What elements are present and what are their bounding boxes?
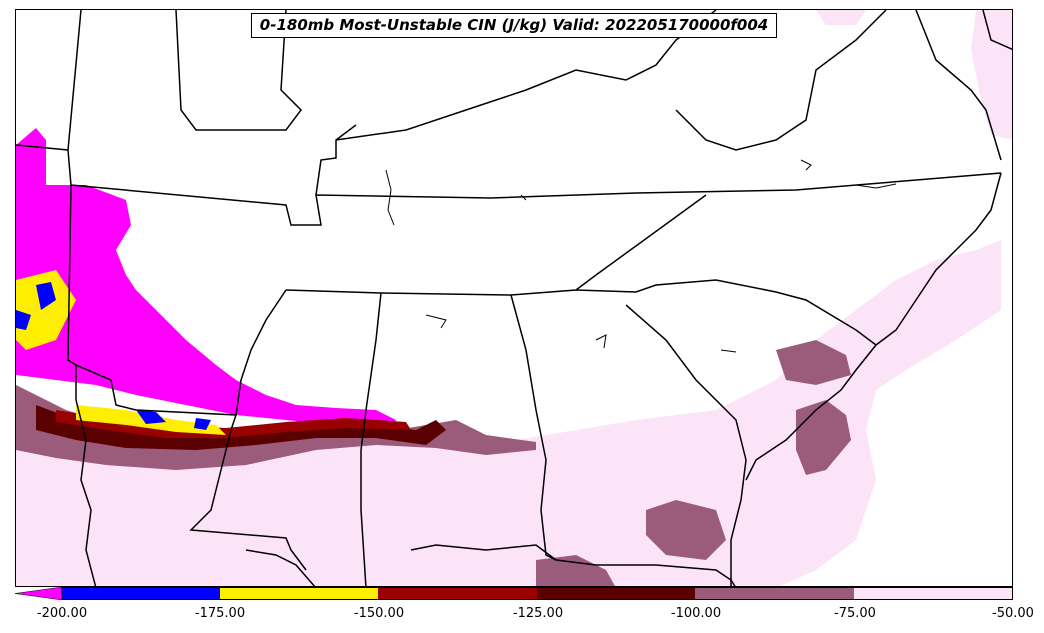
cin-shading <box>16 10 1012 586</box>
colorbar <box>15 587 1013 600</box>
border-line <box>575 279 877 346</box>
border-line <box>915 10 1002 161</box>
cin-area-light-top <box>816 10 866 25</box>
border-line <box>510 294 557 561</box>
border-line <box>285 194 707 296</box>
cin-area-magenta <box>16 128 396 430</box>
colorbar-tick: -100.00 <box>670 606 722 621</box>
border-line <box>75 399 97 586</box>
border-line <box>315 124 357 196</box>
border-line <box>235 289 287 416</box>
cin-area-mauve-5 <box>776 340 851 385</box>
colorbar-bin <box>695 587 854 600</box>
border-line <box>745 344 877 481</box>
map-title: 0-180mb Most-Unstable CIN (J/kg) Valid: … <box>251 13 777 38</box>
colorbar-tick: -50.00 <box>992 606 1034 621</box>
border-line <box>335 10 717 141</box>
border-line <box>555 559 736 586</box>
colorbar-bin <box>62 587 220 600</box>
cin-area-red <box>56 410 411 438</box>
cin-area-mauve-1 <box>16 385 536 470</box>
lake-line <box>425 314 447 329</box>
lake-line <box>855 183 897 189</box>
border-line <box>245 549 316 586</box>
cin-area-mauve-3 <box>646 500 726 560</box>
colorbar-extend-min <box>15 587 63 600</box>
colorbar-tick: -150.00 <box>353 606 405 621</box>
cin-area-mauve-2 <box>796 400 851 475</box>
border-line <box>175 10 302 131</box>
colorbar-tick: -175.00 <box>194 606 246 621</box>
cin-area-light <box>16 240 1001 586</box>
colorbar-tick: -200.00 <box>36 606 88 621</box>
colorbar-bin <box>854 587 1013 600</box>
cin-area-darkred <box>36 405 446 450</box>
colorbar-bin <box>220 587 378 600</box>
lake-line <box>720 349 737 353</box>
border-line <box>16 144 69 151</box>
lake-line <box>800 159 812 171</box>
river-line <box>520 194 527 201</box>
colorbar-bin <box>378 587 537 600</box>
map-frame <box>15 9 1013 587</box>
colorbar-outline <box>61 587 1013 600</box>
border-line <box>70 172 1002 226</box>
border-line <box>675 10 887 151</box>
map-canvas <box>16 10 1012 586</box>
rivers-lakes <box>385 159 897 353</box>
lake-line <box>595 334 607 349</box>
river-line <box>385 169 395 226</box>
cin-area-mauve-4 <box>536 555 615 586</box>
colorbar-tick: -125.00 <box>512 606 564 621</box>
cin-area-light-ne <box>971 10 1012 140</box>
colorbar-bin <box>537 587 695 600</box>
border-line <box>875 172 1002 346</box>
border-line <box>982 10 1012 50</box>
border-line <box>67 10 82 400</box>
state-borders <box>16 10 1012 586</box>
border-line <box>410 544 557 561</box>
colorbar-tick: -75.00 <box>834 606 876 621</box>
border-line <box>360 292 382 586</box>
border-line <box>625 304 747 586</box>
border-line <box>75 364 307 571</box>
